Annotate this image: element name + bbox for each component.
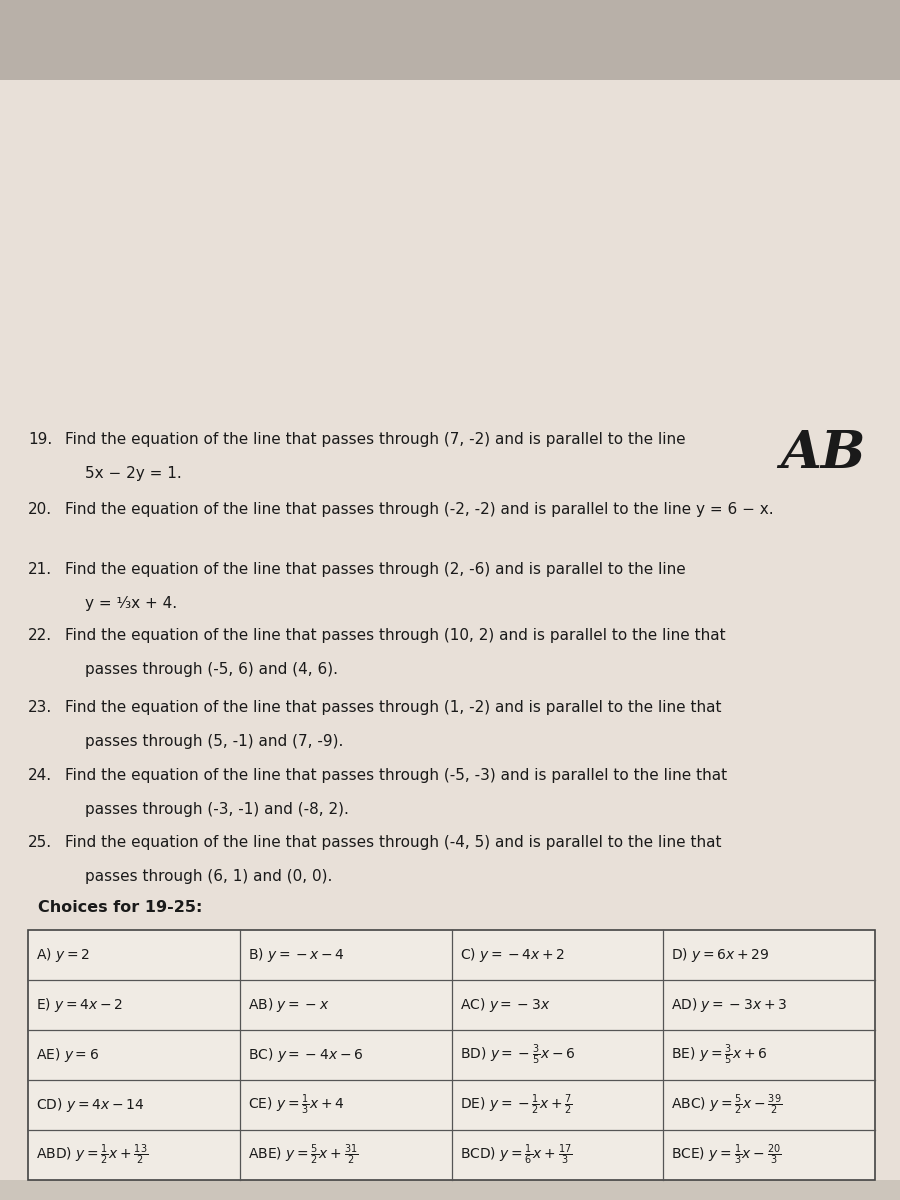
Text: BC) $y = -4x - 6$: BC) $y = -4x - 6$: [248, 1046, 363, 1064]
Text: C) $y = -4x + 2$: C) $y = -4x + 2$: [460, 946, 564, 964]
Text: CE) $y = \frac{1}{3}x + 4$: CE) $y = \frac{1}{3}x + 4$: [248, 1093, 345, 1117]
Text: AB: AB: [780, 428, 866, 479]
Text: 21.: 21.: [28, 562, 52, 577]
Text: 5x − 2y = 1.: 5x − 2y = 1.: [85, 466, 182, 481]
Text: Find the equation of the line that passes through (-4, 5) and is parallel to the: Find the equation of the line that passe…: [65, 835, 722, 850]
Text: Find the equation of the line that passes through (-2, -2) and is parallel to th: Find the equation of the line that passe…: [65, 502, 774, 517]
Text: ABC) $y = \frac{5}{2}x - \frac{39}{2}$: ABC) $y = \frac{5}{2}x - \frac{39}{2}$: [671, 1093, 782, 1117]
Text: 24.: 24.: [28, 768, 52, 782]
Text: BCD) $y = \frac{1}{6}x + \frac{17}{3}$: BCD) $y = \frac{1}{6}x + \frac{17}{3}$: [460, 1142, 572, 1168]
Text: CD) $y = 4x - 14$: CD) $y = 4x - 14$: [36, 1096, 144, 1114]
Text: 19.: 19.: [28, 432, 52, 446]
Text: passes through (-5, 6) and (4, 6).: passes through (-5, 6) and (4, 6).: [85, 662, 338, 677]
Text: DE) $y = -\frac{1}{2}x + \frac{7}{2}$: DE) $y = -\frac{1}{2}x + \frac{7}{2}$: [460, 1093, 572, 1117]
Bar: [0, 0, 900, 80]
Text: 23.: 23.: [28, 700, 52, 715]
Text: BE) $y = \frac{3}{5}x + 6$: BE) $y = \frac{3}{5}x + 6$: [671, 1043, 768, 1067]
Text: AD) $y = -3x + 3$: AD) $y = -3x + 3$: [671, 996, 788, 1014]
Text: ABE) $y = \frac{5}{2}x + \frac{31}{2}$: ABE) $y = \frac{5}{2}x + \frac{31}{2}$: [248, 1142, 358, 1168]
Text: BD) $y = -\frac{3}{5}x - 6$: BD) $y = -\frac{3}{5}x - 6$: [460, 1043, 575, 1067]
Text: y = ¹⁄₃x + 4.: y = ¹⁄₃x + 4.: [85, 596, 177, 611]
Text: passes through (-3, -1) and (-8, 2).: passes through (-3, -1) and (-8, 2).: [85, 802, 349, 817]
Text: Find the equation of the line that passes through (-5, -3) and is parallel to th: Find the equation of the line that passe…: [65, 768, 727, 782]
Text: ABD) $y = \frac{1}{2}x + \frac{13}{2}$: ABD) $y = \frac{1}{2}x + \frac{13}{2}$: [36, 1142, 148, 1168]
Text: 22.: 22.: [28, 628, 52, 643]
Text: Find the equation of the line that passes through (7, -2) and is parallel to the: Find the equation of the line that passe…: [65, 432, 686, 446]
Text: passes through (5, -1) and (7, -9).: passes through (5, -1) and (7, -9).: [85, 734, 344, 749]
Text: B) $y = -x - 4$: B) $y = -x - 4$: [248, 946, 345, 964]
Text: A) $y = 2$: A) $y = 2$: [36, 946, 90, 964]
Text: AB) $y = -x$: AB) $y = -x$: [248, 996, 329, 1014]
Text: passes through (6, 1) and (0, 0).: passes through (6, 1) and (0, 0).: [85, 869, 332, 884]
Text: 20.: 20.: [28, 502, 52, 517]
Text: D) $y = 6x +29$: D) $y = 6x +29$: [671, 946, 770, 964]
Text: E) $y = 4x - 2$: E) $y = 4x - 2$: [36, 996, 123, 1014]
Text: Find the equation of the line that passes through (10, 2) and is parallel to the: Find the equation of the line that passe…: [65, 628, 725, 643]
Text: BCE) $y = \frac{1}{3}x - \frac{20}{3}$: BCE) $y = \frac{1}{3}x - \frac{20}{3}$: [671, 1142, 782, 1168]
Bar: [28, 930, 875, 1180]
Text: Find the equation of the line that passes through (1, -2) and is parallel to the: Find the equation of the line that passe…: [65, 700, 722, 715]
Text: AE) $y = 6$: AE) $y = 6$: [36, 1046, 99, 1064]
Text: 25.: 25.: [28, 835, 52, 850]
Text: Choices for 19-25:: Choices for 19-25:: [38, 900, 202, 914]
Text: AC) $y = -3x$: AC) $y = -3x$: [460, 996, 550, 1014]
Text: Find the equation of the line that passes through (2, -6) and is parallel to the: Find the equation of the line that passe…: [65, 562, 686, 577]
